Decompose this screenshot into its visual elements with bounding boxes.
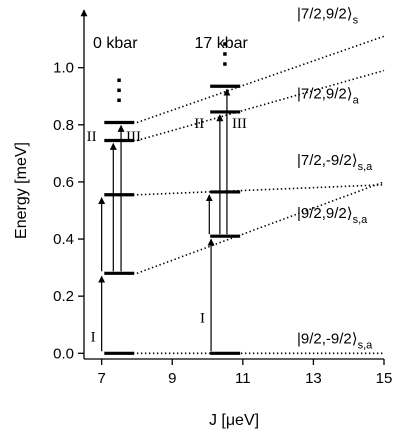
trend-line (136, 183, 385, 196)
state-label: |9/2,-9/2⟩s,a (297, 330, 373, 351)
transition-label: III (126, 129, 141, 145)
transition-label: II (87, 129, 97, 145)
x-tick-label: 15 (376, 370, 393, 387)
x-axis-title: J [μeV] (209, 412, 259, 429)
trend-lines (136, 35, 385, 355)
trend-line (136, 35, 385, 124)
state-label: |9/2,9/2⟩s,a (297, 205, 368, 226)
energy-levels (104, 84, 241, 355)
y-tick-label: 0.6 (53, 174, 74, 191)
ellipsis-dot (223, 52, 227, 56)
ellipsis-dot (117, 98, 121, 103)
x-tick-label: 7 (97, 370, 105, 387)
y-tick-label: 0.2 (53, 288, 74, 305)
transition-label: III (232, 116, 247, 132)
labels: |7/2,9/2⟩s |7/2,9/2⟩a |7/2,-9/2⟩s,a |9/2,9/… (87, 5, 374, 351)
pressure-label: 0 kbar (93, 35, 138, 52)
y-tick-label: 1.0 (53, 60, 74, 77)
transition-label: I (91, 329, 96, 345)
transition-label: I (200, 311, 205, 327)
y-tick-label: 0.8 (53, 117, 74, 134)
state-label: |7/2,-9/2⟩s,a (297, 152, 373, 173)
axes: 0.0 0.2 0.4 0.6 0.8 1.0 7 9 11 13 15 J [μeV] Energy … (13, 9, 393, 429)
transition-arrows (98, 88, 231, 352)
x-tick-label: 9 (168, 370, 176, 387)
y-axis-title: Energy [meV] (13, 142, 30, 239)
y-tick-label: 0.0 (53, 345, 74, 362)
y-tick-label: 0.4 (53, 231, 74, 248)
state-label: |7/2,9/2⟩a (297, 86, 360, 107)
x-tick-label: 13 (305, 370, 322, 387)
ellipsis-dot (223, 62, 227, 66)
trend-line (136, 181, 385, 275)
x-tick-label: 11 (235, 370, 251, 387)
pressure-label: 17 kbar (194, 35, 248, 52)
state-label: |7/2,9/2⟩s (297, 5, 359, 26)
ellipsis-dot (117, 88, 121, 93)
trend-line (136, 69, 385, 142)
ellipsis-dot (223, 42, 227, 46)
transition-label: II (194, 116, 204, 132)
ellipsis-dot (117, 78, 121, 83)
